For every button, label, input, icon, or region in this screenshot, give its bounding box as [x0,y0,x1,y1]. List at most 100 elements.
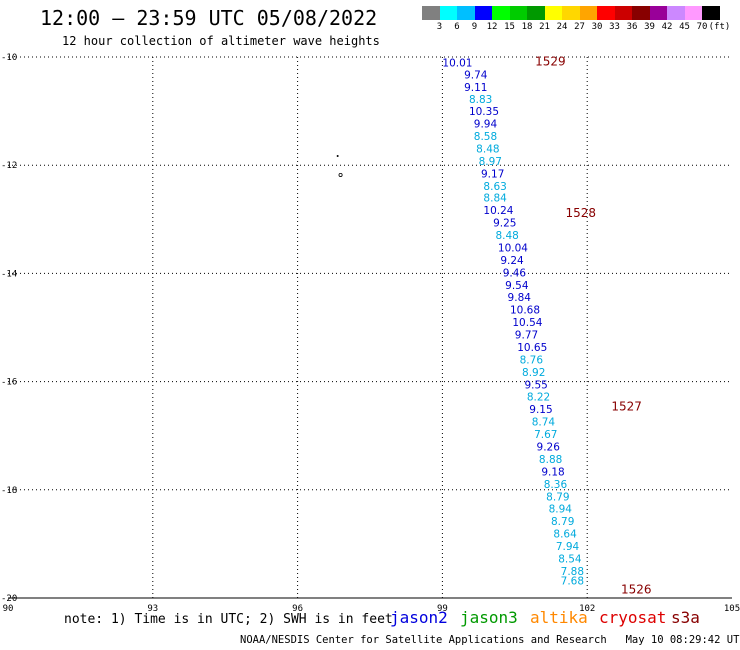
legend-swatch [439,6,457,20]
legend-swatch [562,6,580,20]
wave-height-point: 7.88 [561,566,584,578]
wave-height-point: 8.94 [549,504,573,516]
wave-height-point: 10.01 [442,57,472,69]
page-title: 12:00 – 23:59 UTC 05/08/2022 [40,6,378,30]
wave-height-point: 9.24 [500,255,524,267]
x-tick-label: 90 [3,604,14,614]
wave-height-point: 8.48 [495,230,518,242]
color-scale-legend [422,6,720,20]
wave-height-point: 10.35 [469,106,499,118]
x-tick-label: 96 [292,604,303,614]
credit-line: NOAA/NESDIS Center for Satellite Applica… [240,634,740,646]
wave-height-point: 10.65 [517,342,547,354]
wave-height-point: 8.79 [546,491,569,503]
y-tick-label: -12 [1,161,17,171]
legend-swatch [702,6,720,20]
y-tick-label: -18 [1,486,17,496]
legend-swatch [509,6,527,20]
wave-height-point: 8.79 [551,516,574,528]
legend-swatch [632,6,650,20]
x-tick-label: 105 [724,604,740,614]
legend-label: 39 [644,22,655,32]
pass-time-label: 1528 [565,206,596,220]
legend-label: 21 [539,22,550,32]
y-tick-label: -14 [1,269,17,279]
wave-height-point: 8.74 [532,417,556,429]
legend-swatch [457,6,475,20]
x-tick-label: 93 [147,604,158,614]
legend-label: 18 [521,22,533,32]
y-tick-label: -10 [1,53,17,63]
wave-height-point: 9.84 [508,292,532,304]
legend-swatch [614,6,632,20]
wave-height-point: 7.68 [561,576,584,588]
wave-height-point: 8.64 [553,529,577,541]
legend-label: (ft) [708,22,731,32]
wave-height-point: 9.46 [503,267,527,279]
island-mark [338,172,343,177]
wave-height-point: 9.94 [474,119,498,131]
wave-height-point: 8.22 [527,392,550,404]
wave-height-point: 8.54 [558,554,582,566]
x-tick-label: 102 [579,604,595,614]
wave-height-point: 8.83 [469,94,492,106]
legend-swatch [579,6,597,20]
legend-label: 36 [626,22,638,32]
satellite-legend-item: jason3 [460,608,518,627]
legend-label: 9 [471,22,478,32]
wave-height-point: 9.11 [464,82,487,94]
legend-swatch [492,6,510,20]
wave-height-point: 8.63 [483,181,506,193]
wave-height-point: 9.55 [524,379,547,391]
units-note: note: 1) Time is in UTC; 2) SWH is in fe… [64,612,393,627]
wave-height-point: 10.68 [510,305,540,317]
legend-swatch [667,6,685,20]
legend-swatch [649,6,667,20]
pass-time-label: 1526 [621,582,652,596]
wave-height-point: 7.94 [556,541,580,553]
wave-height-point: 9.54 [505,280,529,292]
page-subtitle: 12 hour collection of altimeter wave hei… [62,34,380,48]
pass-time-label: 1527 [611,399,642,413]
wave-height-point: 8.97 [479,156,502,168]
legend-label: 3 [436,22,443,32]
satellite-legend-item: altika [530,608,588,627]
wave-height-point: 8.36 [544,479,568,491]
y-tick-label: -16 [1,378,17,388]
legend-swatch [474,6,492,20]
wave-height-point: 10.24 [483,205,513,217]
wave-height-point: 9.77 [515,330,538,342]
wave-height-point: 8.92 [522,367,545,379]
legend-swatch [597,6,615,20]
wave-height-point: 9.15 [529,404,552,416]
wave-height-point: 10.04 [498,242,528,254]
legend-swatch [422,6,440,20]
satellite-legend-item: s3a [671,608,700,627]
legend-swatch [527,6,545,20]
wave-height-point: 9.74 [464,69,488,81]
wave-height-point: 10.54 [512,317,542,329]
legend-label: 70 [696,22,708,32]
wave-height-point: 9.17 [481,168,504,180]
pass-time-label: 1529 [535,54,566,68]
legend-label: 6 [454,22,460,32]
wave-height-point: 8.58 [474,131,497,143]
legend-label: 24 [556,22,568,32]
legend-label: 12 [486,22,498,32]
wave-height-point: 8.48 [476,143,499,155]
wave-height-point: 7.67 [534,429,557,441]
legend-label: 27 [574,22,585,32]
y-tick-label: -20 [1,594,17,604]
satellite-legend-item: jason2 [390,608,448,627]
legend-label: 33 [609,22,620,32]
island-mark [336,155,339,158]
wave-height-point: 8.84 [483,193,507,205]
satellite-legend-item: cryosat [599,608,667,627]
legend-swatch [684,6,702,20]
wave-height-point: 9.18 [541,466,564,478]
wave-height-point: 9.26 [537,442,561,454]
wave-height-point: 9.25 [493,218,516,230]
wave-height-point: 8.88 [539,454,562,466]
legend-label: 15 [504,22,515,32]
